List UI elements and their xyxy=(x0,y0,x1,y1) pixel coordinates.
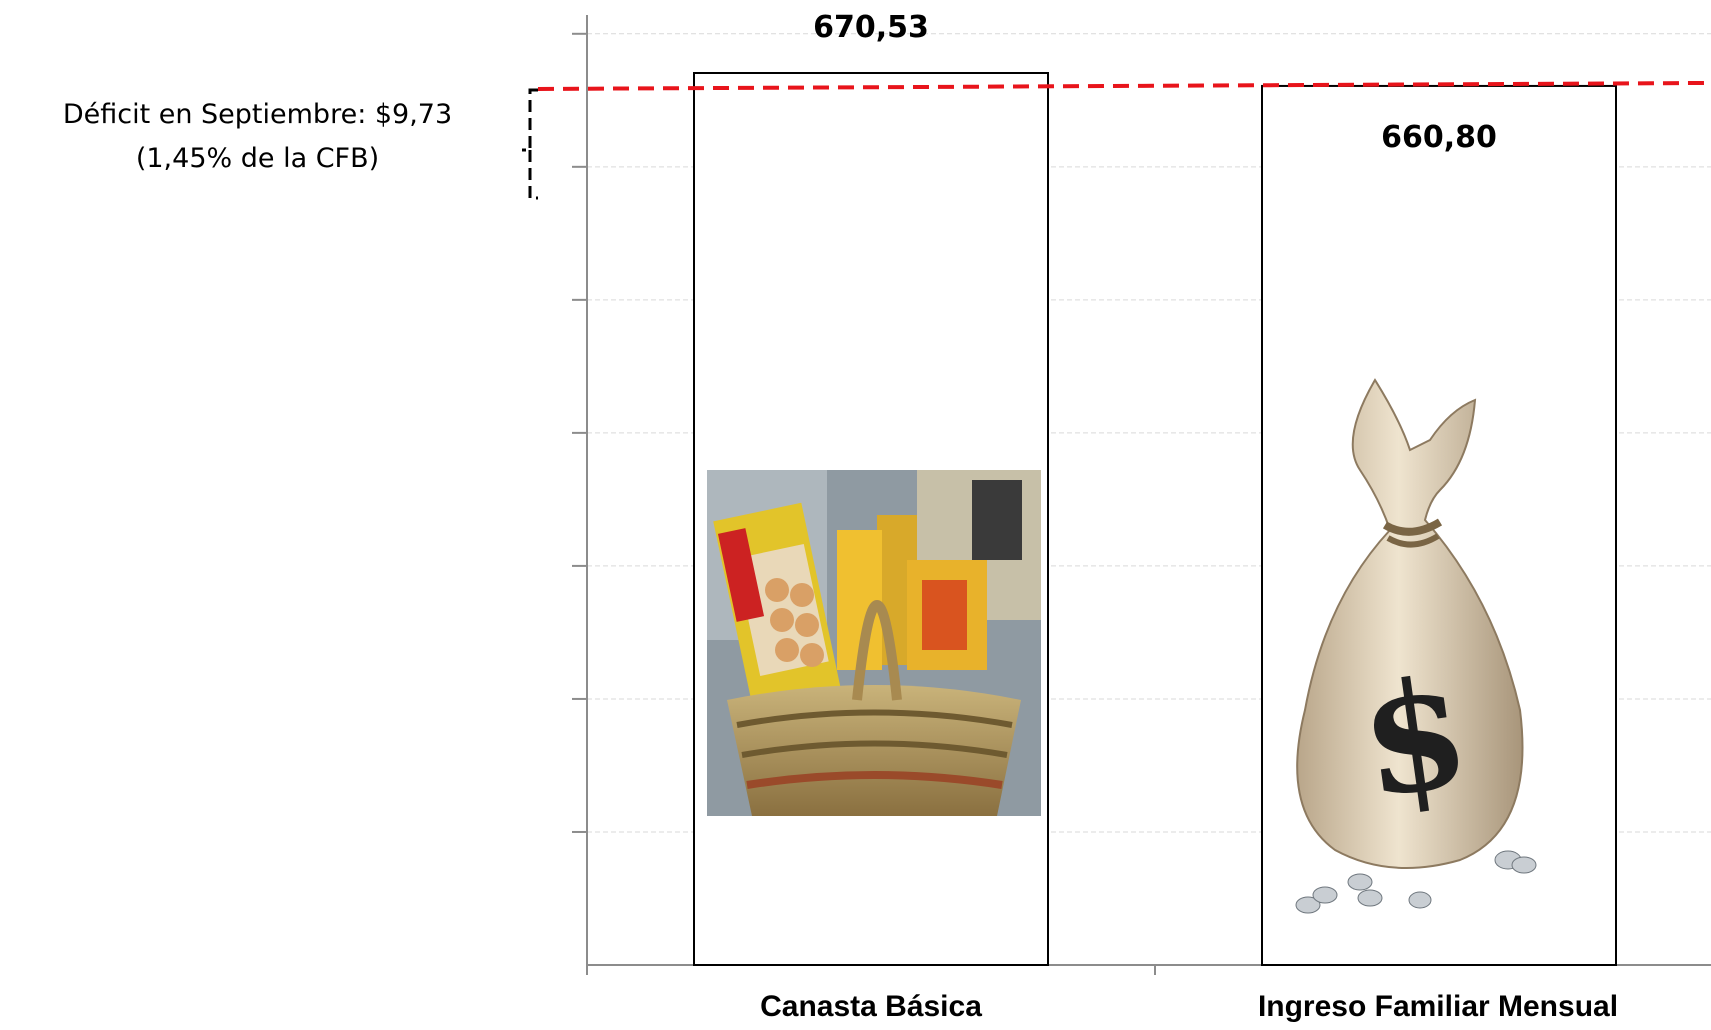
x-tick-label: Ingreso Familiar Mensual xyxy=(1257,990,1619,1023)
svg-text:$: $ xyxy=(1351,644,1479,833)
deficit-bracket xyxy=(522,88,538,200)
deficit-annotation-line2: (1,45% de la CFB) xyxy=(135,143,380,174)
deficit-annotation-line1: Déficit en Septiembre: $9,73 xyxy=(62,99,453,130)
food-basket-image xyxy=(707,470,1041,816)
bar-value-label: 660,80 xyxy=(1381,120,1497,155)
bar-value-label: 670,53 xyxy=(813,10,929,45)
money-bag-image: $ xyxy=(1295,378,1537,914)
income-reference-line xyxy=(537,80,1711,91)
x-tick-label: Canasta Básica xyxy=(760,990,982,1023)
